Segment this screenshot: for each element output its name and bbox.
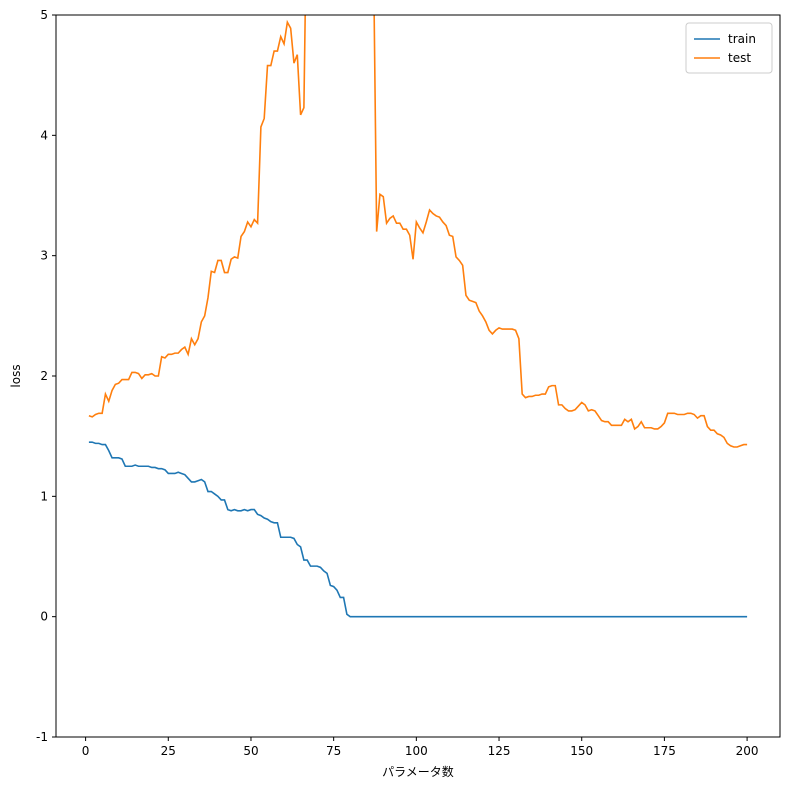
y-tick-label: 2 — [40, 369, 48, 383]
plot-area — [88, 15, 748, 618]
x-tick-label: 100 — [405, 744, 428, 758]
legend-label: train — [728, 32, 756, 46]
y-tick-label: 4 — [40, 128, 48, 142]
y-tick-label: 5 — [40, 8, 48, 22]
legend-box — [685, 22, 773, 74]
line-series — [88, 15, 748, 448]
legend-label: test — [728, 51, 751, 65]
x-tick-label: 175 — [653, 744, 676, 758]
line-series — [88, 441, 748, 618]
x-tick-label: 75 — [326, 744, 341, 758]
x-axis-label: パラメータ数 — [382, 764, 454, 779]
y-axis-label: loss — [9, 364, 23, 387]
x-tick-label: 150 — [570, 744, 593, 758]
y-tick-label: -1 — [36, 730, 48, 744]
x-tick-label: 0 — [82, 744, 90, 758]
x-tick-label: 25 — [161, 744, 176, 758]
y-tick-label: 1 — [40, 489, 48, 503]
y-tick-label: 0 — [40, 610, 48, 624]
x-tick-label: 200 — [736, 744, 759, 758]
y-tick-label: 3 — [40, 249, 48, 263]
x-tick-label: 50 — [243, 744, 258, 758]
x-tick-label: 125 — [488, 744, 511, 758]
